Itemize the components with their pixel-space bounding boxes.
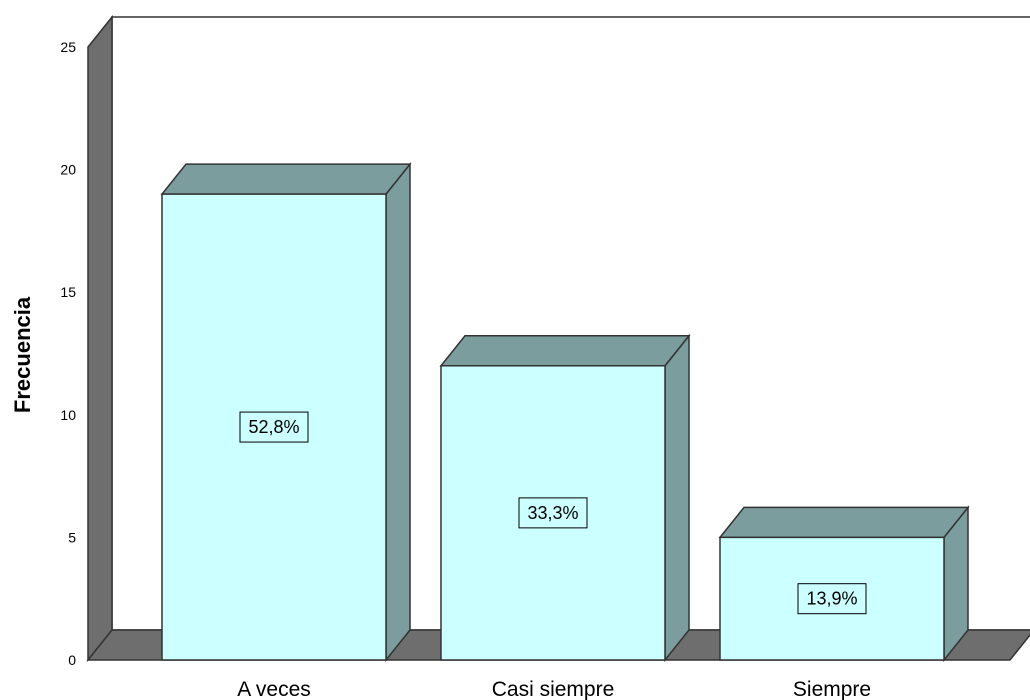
data-label-box <box>797 583 867 615</box>
y-tick-label: 20 <box>60 162 76 178</box>
data-label: 52,8% <box>239 411 309 443</box>
left-wall <box>87 14 113 663</box>
x-tick-label: A veces <box>237 678 311 700</box>
x-axis: A veces Casi siempre Siempre <box>237 678 871 700</box>
y-tick-label: 0 <box>68 652 76 668</box>
bar <box>718 505 970 663</box>
data-label-box <box>239 411 309 443</box>
x-tick-label: Casi siempre <box>492 678 615 700</box>
data-label: 33,3% <box>518 497 588 529</box>
data-label-text: 13,9% <box>806 589 857 609</box>
y-tick-label: 10 <box>60 407 76 423</box>
x-tick-label: Siempre <box>793 678 871 700</box>
data-label-box <box>518 497 588 529</box>
bar-side <box>385 161 411 663</box>
y-tick-label: 15 <box>60 284 76 300</box>
bar-side <box>664 333 690 663</box>
bar-top <box>439 335 691 367</box>
y-axis: 0 5 10 15 20 25 <box>60 39 76 668</box>
y-tick-label: 5 <box>68 529 76 545</box>
data-labels-group: 52,8% 33,3% 13,9% <box>239 411 867 615</box>
bar-top <box>160 163 412 195</box>
bar <box>439 333 691 663</box>
y-axis-title: Frecuencia <box>10 296 35 413</box>
bar-top <box>718 506 970 539</box>
y-tick-label: 25 <box>60 39 76 55</box>
data-label-text: 33,3% <box>527 503 578 523</box>
bar <box>160 161 412 663</box>
data-label: 13,9% <box>797 583 867 615</box>
bars-group <box>160 161 970 663</box>
data-label-text: 52,8% <box>248 417 299 437</box>
